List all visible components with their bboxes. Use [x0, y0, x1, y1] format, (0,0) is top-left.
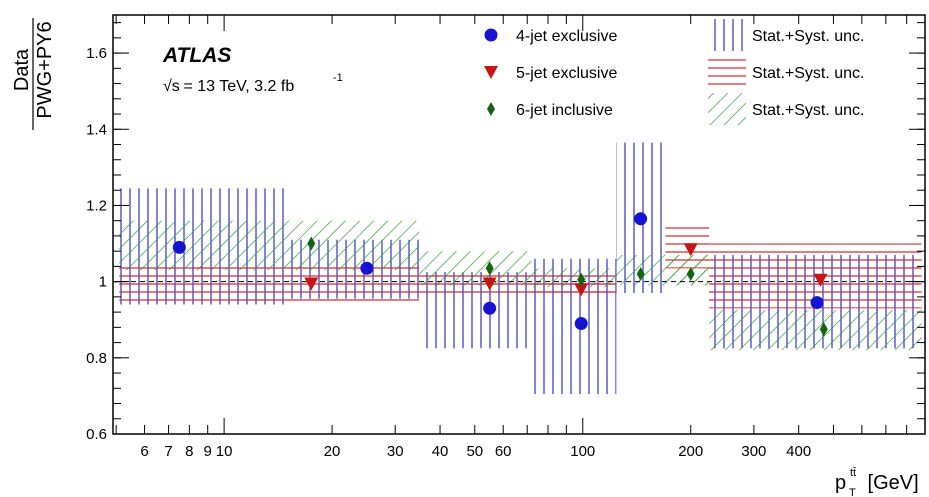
- legend-label: Stat.+Syst. unc.: [752, 65, 865, 82]
- data-point-6jet: [819, 322, 828, 337]
- x-tick-label: 7: [164, 443, 172, 460]
- y-tick-label: 1: [99, 274, 107, 291]
- data-point-6jet: [686, 267, 695, 282]
- y-axis-title: Data PWG+PY6: [11, 18, 56, 130]
- x-tick-label: 8: [185, 443, 193, 460]
- x-axis-ticks: 6 7 8 9 10 20 30 40 50 60 100 200 300 400: [115, 15, 926, 460]
- y-axis-ticks: 0.6 0.8 1 1.2 1.4 1.6: [86, 22, 925, 443]
- lumi-sqrt-s: √s: [163, 78, 180, 95]
- y-axis-title-denominator: PWG+PY6: [34, 21, 56, 118]
- data-point-4jet: [172, 240, 186, 254]
- legend: 4-jet exclusive 5-jet exclusive 6-jet incl…: [484, 19, 865, 125]
- data-point-4jet: [360, 261, 374, 275]
- legend-label: 6-jet inclusive: [516, 102, 613, 119]
- data-point-6jet: [485, 261, 494, 276]
- data-point-4jet: [810, 296, 824, 310]
- data-point-4jet: [483, 301, 497, 315]
- uncertainty-band-diagonal: [419, 251, 532, 286]
- data-point-5jet: [813, 273, 828, 287]
- x-tick-label: 400: [786, 443, 811, 460]
- data-point-6jet: [636, 267, 645, 282]
- x-tick-label: 10: [216, 443, 233, 460]
- legend-label: Stat.+Syst. unc.: [752, 28, 865, 45]
- x-tick-label: 40: [432, 443, 449, 460]
- data-point-5jet: [683, 243, 698, 257]
- y-tick-label: 1.6: [86, 45, 107, 62]
- legend-label: Stat.+Syst. unc.: [752, 102, 865, 119]
- data-markers: [172, 212, 828, 337]
- legend-band-diagonal: [708, 93, 746, 125]
- legend-label: 4-jet exclusive: [516, 28, 617, 45]
- legend-band-horizontal: [708, 56, 746, 88]
- x-tick-label: 60: [495, 443, 512, 460]
- legend-marker-circle: [484, 28, 498, 42]
- uncertainty-band-diagonal: [531, 268, 617, 288]
- x-tick-label: 100: [570, 443, 595, 460]
- x-axis-title-superscript: tt̄: [850, 467, 856, 479]
- y-axis-title-numerator: Data: [11, 48, 33, 91]
- data-point-5jet: [574, 283, 589, 297]
- data-point-6jet: [307, 236, 316, 251]
- data-point-4jet: [634, 212, 648, 226]
- legend-band-vertical: [708, 19, 746, 51]
- uncertainty-band-diagonal: [119, 220, 420, 271]
- y-tick-label: 1.2: [86, 197, 107, 214]
- x-tick-label: 6: [140, 443, 148, 460]
- uncertainty-band-diagonal: [665, 254, 710, 286]
- data-point-6jet: [577, 272, 586, 287]
- y-tick-label: 0.6: [86, 426, 107, 443]
- lumi-superscript: -1: [333, 72, 343, 84]
- x-tick-label: 300: [741, 443, 766, 460]
- x-axis-title: p tt̄ T [GeV]: [835, 467, 919, 497]
- legend-marker-triangle: [484, 66, 498, 79]
- x-axis-title-subscript: T: [849, 487, 856, 497]
- x-tick-label: 200: [678, 443, 703, 460]
- x-tick-label: 50: [466, 443, 483, 460]
- lumi-energy-text: = 13 TeV, 3.2 fb: [179, 78, 294, 95]
- legend-label: 5-jet exclusive: [516, 65, 617, 82]
- x-tick-label: 30: [387, 443, 404, 460]
- data-point-5jet: [482, 277, 497, 291]
- atlas-label: ATLAS: [162, 44, 231, 67]
- y-tick-label: 0.8: [86, 350, 107, 367]
- x-axis-title-unit: [GeV]: [862, 472, 919, 494]
- data-point-5jet: [304, 277, 319, 291]
- y-tick-label: 1.4: [86, 121, 107, 138]
- x-tick-label: 20: [324, 443, 341, 460]
- plot-frame: [112, 14, 926, 435]
- lumi-label: √s = 13 TeV, 3.2 fb -1: [163, 72, 343, 95]
- x-axis-title-main: p: [835, 472, 846, 494]
- uncertainty-bands: [119, 142, 922, 395]
- legend-marker-diamond: [487, 102, 495, 116]
- data-point-4jet: [574, 317, 588, 331]
- uncertainty-band-diagonal: [709, 310, 922, 351]
- x-tick-label: 9: [204, 443, 212, 460]
